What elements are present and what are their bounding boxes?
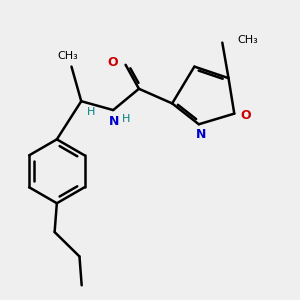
Text: O: O [240,109,251,122]
Text: H: H [87,107,95,117]
Text: N: N [196,128,206,140]
Text: CH₃: CH₃ [238,35,259,45]
Text: H: H [122,114,131,124]
Text: O: O [108,56,119,69]
Text: N: N [109,115,119,128]
Text: CH₃: CH₃ [58,50,78,61]
